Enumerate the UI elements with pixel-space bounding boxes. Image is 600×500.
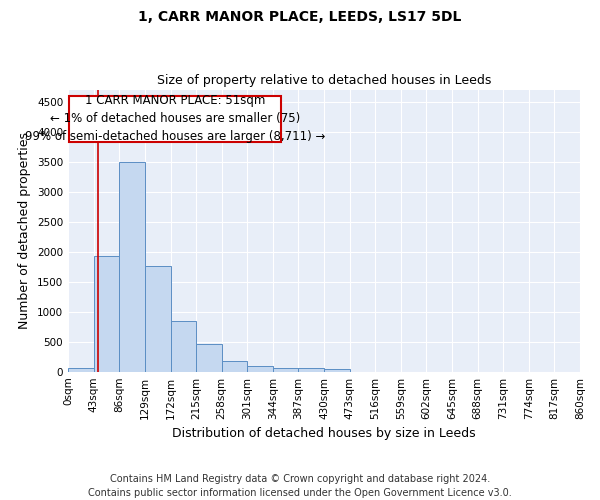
Text: 1, CARR MANOR PLACE, LEEDS, LS17 5DL: 1, CARR MANOR PLACE, LEEDS, LS17 5DL xyxy=(139,10,461,24)
Bar xyxy=(119,162,145,372)
Y-axis label: Number of detached properties: Number of detached properties xyxy=(19,132,31,329)
Bar xyxy=(68,368,94,372)
Bar xyxy=(221,361,247,372)
Title: Size of property relative to detached houses in Leeds: Size of property relative to detached ho… xyxy=(157,74,491,87)
Bar xyxy=(70,96,281,142)
Bar xyxy=(145,266,170,372)
Text: 1 CARR MANOR PLACE: 51sqm
← 1% of detached houses are smaller (75)
99% of semi-d: 1 CARR MANOR PLACE: 51sqm ← 1% of detach… xyxy=(25,94,325,144)
Bar xyxy=(170,322,196,372)
X-axis label: Distribution of detached houses by size in Leeds: Distribution of detached houses by size … xyxy=(172,427,476,440)
Text: Contains HM Land Registry data © Crown copyright and database right 2024.
Contai: Contains HM Land Registry data © Crown c… xyxy=(88,474,512,498)
Bar xyxy=(273,368,298,372)
Bar xyxy=(247,366,273,372)
Bar xyxy=(94,256,119,372)
Bar xyxy=(298,368,324,372)
Bar xyxy=(324,369,350,372)
Bar xyxy=(196,344,221,372)
